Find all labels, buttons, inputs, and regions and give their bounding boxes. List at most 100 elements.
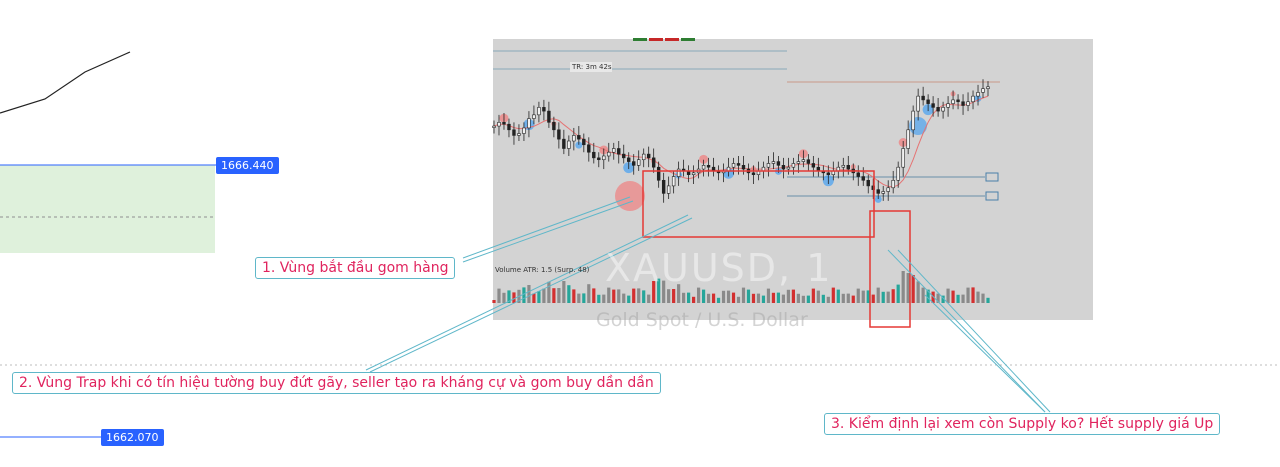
tr-label-box — [570, 62, 612, 72]
watermark-symbol: XAUUSD, 1 — [605, 246, 833, 290]
candle-body — [931, 103, 935, 108]
candle-body — [492, 125, 496, 128]
candle-body — [941, 107, 945, 112]
candle-body — [691, 172, 696, 175]
volume-bar — [691, 296, 696, 303]
volume-bar — [562, 281, 566, 303]
volume-bar — [716, 297, 721, 303]
volume-bar — [497, 288, 501, 303]
candle-body — [986, 86, 990, 89]
volume-bar — [617, 289, 621, 303]
candle-body — [861, 176, 865, 181]
candle-body — [981, 88, 985, 93]
volume-bar — [806, 295, 810, 303]
candle-body — [826, 172, 831, 175]
candle-body — [971, 95, 975, 103]
volume-bar — [726, 290, 731, 303]
volume-bar — [527, 285, 531, 303]
candle-body — [766, 163, 771, 168]
candle-body — [921, 95, 925, 101]
candle-body — [956, 99, 960, 103]
volume-bar — [961, 294, 965, 303]
volume-bar — [836, 289, 840, 303]
large-red-bubble — [615, 181, 645, 211]
volume-bar — [816, 290, 820, 303]
volume-bar — [696, 287, 701, 303]
candle-body — [637, 159, 641, 166]
volume-bar — [687, 292, 691, 303]
candle-body — [876, 189, 880, 194]
candle-body — [801, 159, 806, 162]
price-tag-upper: 1666.440 — [216, 157, 279, 174]
volume-bar — [731, 292, 736, 303]
connector-lines — [365, 196, 1051, 413]
candle-body — [542, 107, 546, 112]
candle-body — [572, 135, 576, 142]
volume-bar — [637, 288, 641, 303]
candle-body — [961, 101, 965, 106]
volume-bar — [587, 284, 591, 303]
volume-bar — [597, 294, 601, 303]
volume-bar — [557, 288, 561, 303]
line-tag-1 — [985, 172, 999, 182]
volume-bar — [512, 292, 516, 303]
volume-bar — [916, 281, 920, 303]
inset-chart — [493, 39, 1093, 320]
volume-bar — [602, 294, 606, 303]
volume-bar — [951, 290, 955, 303]
volume-atr-label: Volume ATR: 1.5 (Surp. 48) — [495, 266, 590, 274]
volume-bar — [592, 288, 596, 303]
candle-body — [547, 110, 551, 123]
volume-bar — [781, 294, 786, 303]
volume-bar — [552, 288, 556, 303]
candle-body — [592, 151, 596, 159]
volume-bar — [821, 294, 825, 303]
volume-bar — [956, 294, 960, 303]
volume-bar — [926, 289, 930, 303]
line-tag-2 — [985, 191, 999, 201]
candle-body — [936, 107, 940, 112]
volume-bar — [532, 293, 536, 303]
volume-bar — [921, 287, 925, 303]
candle-body — [532, 114, 536, 119]
candle-body — [612, 148, 616, 153]
volume-bar — [771, 292, 776, 303]
volume-bar — [911, 275, 915, 303]
volume-bar — [981, 293, 985, 303]
candle-body — [916, 95, 920, 112]
volume-bar — [682, 292, 686, 303]
volume-bar — [701, 289, 706, 303]
volume-bar — [906, 273, 910, 303]
volume-bar — [856, 288, 860, 303]
trap-zone-box — [642, 170, 875, 238]
volume-bar — [941, 295, 945, 303]
volume-bar — [711, 293, 716, 303]
candle-body — [597, 157, 601, 161]
candle-body — [666, 185, 671, 194]
volume-bar — [652, 281, 656, 303]
volume-bar — [677, 284, 681, 303]
candle-body — [646, 153, 651, 159]
candle-body — [517, 133, 521, 136]
volume-bubble — [699, 154, 709, 164]
volume-bar — [721, 290, 726, 303]
volume-bar — [801, 295, 805, 303]
volume-bar — [901, 271, 905, 303]
volume-bar — [966, 287, 970, 303]
volume-bar — [976, 291, 980, 303]
candle-body — [866, 179, 870, 187]
volume-bar — [582, 293, 586, 303]
moving-average-line — [493, 95, 989, 188]
candle-body — [676, 168, 681, 177]
candle-body — [622, 153, 626, 159]
candle-body — [881, 191, 885, 194]
candle-body — [527, 118, 531, 129]
volume-bar — [946, 288, 950, 303]
candle-body — [701, 165, 706, 170]
candle-body — [731, 163, 736, 168]
volume-bar — [612, 289, 616, 303]
volume-bar — [647, 294, 651, 303]
candle-body — [651, 157, 656, 168]
volume-bar — [567, 285, 571, 303]
